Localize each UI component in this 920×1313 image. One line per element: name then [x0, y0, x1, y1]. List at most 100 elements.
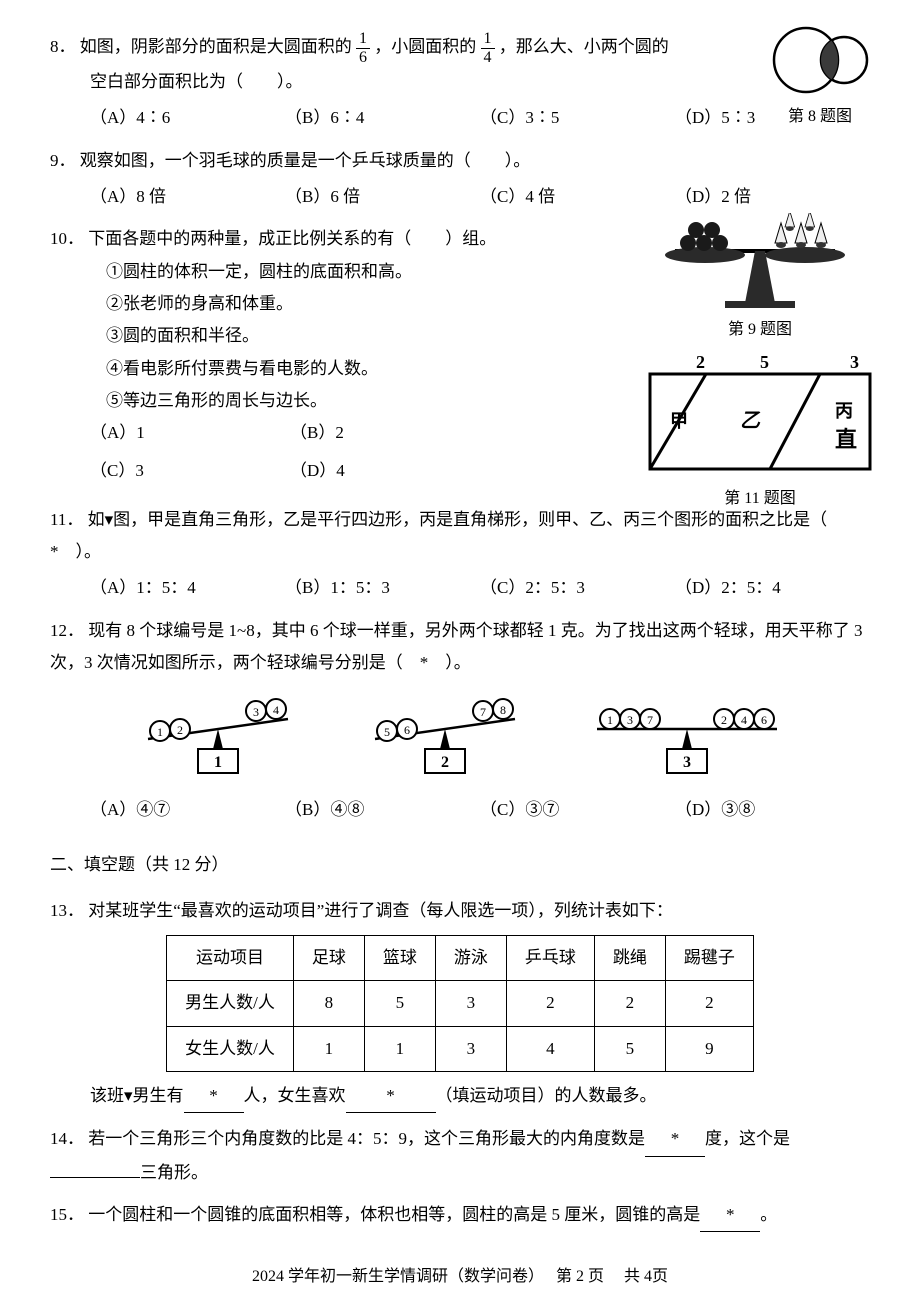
- scale-1-icon: 1 1 2 3 4: [128, 689, 318, 784]
- svg-text:1: 1: [607, 713, 613, 727]
- svg-text:2: 2: [441, 754, 449, 771]
- q9-opt-c: （C）4 倍: [480, 181, 675, 213]
- svg-text:6: 6: [404, 723, 410, 737]
- question-14: 14． 若一个三角形三个内角度数的比是 4：5：9，这个三角形最大的内角度数是*…: [50, 1123, 870, 1189]
- q9-caption: 第 9 题图: [640, 315, 880, 345]
- q14-text-a: 若一个三角形三个内角度数的比是 4：5：9，这个三角形最大的内角度数是: [88, 1129, 645, 1148]
- blank-boys[interactable]: *: [184, 1080, 244, 1113]
- q12-options: （A）④⑦ （B）④⑧ （C）③⑦ （D）③⑧: [50, 794, 870, 826]
- table-row-boys: 男生人数/人 8 5 3 2 2 2: [167, 981, 754, 1026]
- scale-2-icon: 2 5 6 7 8: [355, 689, 545, 784]
- svg-text:8: 8: [500, 703, 506, 717]
- svg-text:5: 5: [384, 725, 390, 739]
- q12-text: 现有 8 个球编号是 1~8，其中 6 个球一样重，另外两个球都轻 1 克。为了…: [50, 621, 862, 672]
- svg-text:2: 2: [721, 713, 727, 727]
- q13-table: 运动项目 足球 篮球 游泳 乒乓球 跳绳 踢毽子 男生人数/人 8 5 3 2 …: [166, 935, 754, 1072]
- q12-number: 12．: [50, 621, 84, 640]
- q10-opt-c: （C）3: [90, 455, 290, 487]
- svg-text:7: 7: [480, 705, 486, 719]
- th-football: 足球: [293, 936, 364, 981]
- scale-3-icon: 3 1 3 7 2 4 6: [582, 689, 792, 784]
- q11-opt-d: （D）2：5：4: [675, 572, 870, 604]
- blank-cone-height[interactable]: *: [700, 1199, 760, 1232]
- q11-shapes-icon: 2 5 3 甲 乙 丙 直: [640, 352, 880, 482]
- q11-opt-a: （A）1：5：4: [90, 572, 285, 604]
- q9-number: 9．: [50, 151, 76, 170]
- q10-item-3: ③圆的面积和半径。: [50, 320, 620, 352]
- svg-text:甲: 甲: [670, 411, 688, 431]
- q11-opt-c: （C）2：5：3: [480, 572, 675, 604]
- q12-scales: 1 1 2 3 4 2 5 6 7 8 3 1 3 7 2: [50, 679, 870, 790]
- question-10: 第 9 题图 2 5 3 甲 乙 丙 直 第 11 题图 10． 下面各题中的两…: [50, 223, 870, 493]
- q13-number: 13．: [50, 901, 84, 920]
- svg-text:1: 1: [214, 754, 222, 771]
- question-15: 15． 一个圆柱和一个圆锥的底面积相等，体积也相等，圆柱的高是 5 厘米，圆锥的…: [50, 1199, 870, 1232]
- q10-item-5: ⑤等边三角形的周长与边长。: [50, 385, 620, 417]
- blank-angle[interactable]: *: [645, 1123, 705, 1156]
- svg-text:直: 直: [835, 427, 857, 452]
- svg-text:1: 1: [157, 725, 163, 739]
- q15-text-b: 。: [760, 1205, 777, 1224]
- th-pingpong: 乒乓球: [506, 936, 594, 981]
- th-jianzi: 踢毽子: [665, 936, 753, 981]
- q15-text-a: 一个圆柱和一个圆锥的底面积相等，体积也相等，圆柱的高是 5 厘米，圆锥的高是: [88, 1205, 700, 1224]
- question-8: 第 8 题图 8． 如图，阴影部分的面积是大圆面积的 16 ，小圆面积的 14 …: [50, 30, 870, 135]
- question-12: 12． 现有 8 个球编号是 1~8，其中 6 个球一样重，另外两个球都轻 1 …: [50, 615, 870, 827]
- q15-number: 15．: [50, 1205, 84, 1224]
- question-11: 11． 如▾图，甲是直角三角形，乙是平行四边形，丙是直角梯形，则甲、乙、丙三个图…: [50, 504, 870, 605]
- q11-options: （A）1：5：4 （B）1：5：3 （C）2：5：3 （D）2：5：4: [50, 572, 870, 604]
- q9-opt-d: （D）2 倍: [675, 181, 870, 213]
- svg-text:3: 3: [683, 754, 691, 771]
- table-header-row: 运动项目 足球 篮球 游泳 乒乓球 跳绳 踢毽子: [167, 936, 754, 981]
- svg-text:丙: 丙: [835, 401, 853, 421]
- svg-text:2: 2: [177, 723, 183, 737]
- q9-options: （A）8 倍 （B）6 倍 （C）4 倍 （D）2 倍: [50, 181, 870, 213]
- q14-number: 14．: [50, 1129, 84, 1148]
- question-13: 13． 对某班学生“最喜欢的运动项目”进行了调查（每人限选一项），列统计表如下：…: [50, 895, 870, 1113]
- question-9: 9． 观察如图，一个羽毛球的质量是一个乒乓球质量的（ ）。 （A）8 倍 （B）…: [50, 145, 870, 214]
- q14-text-b: 度，这个是: [705, 1129, 790, 1148]
- q10-text: 下面各题中的两种量，成正比例关系的有（ ）组。: [88, 229, 496, 248]
- q11-number: 11．: [50, 510, 83, 529]
- svg-text:3: 3: [850, 352, 859, 372]
- q8-opt-a: （A）4∶6: [90, 102, 285, 134]
- fraction-1-6: 16: [356, 30, 370, 66]
- q10-options: （A）1 （B）2 （C）3 （D）4: [50, 417, 620, 494]
- th-sport: 运动项目: [167, 936, 294, 981]
- th-rope: 跳绳: [594, 936, 665, 981]
- q10-opt-b: （B）2: [290, 417, 490, 449]
- q12-opt-a: （A）④⑦: [90, 794, 285, 826]
- q10-opt-a: （A）1: [90, 417, 290, 449]
- blank-triangle-type[interactable]: [50, 1177, 140, 1178]
- q10-number: 10．: [50, 229, 84, 248]
- q9-opt-b: （B）6 倍: [285, 181, 480, 213]
- svg-text:6: 6: [761, 713, 767, 727]
- q8-opt-c: （C）3∶5: [480, 102, 675, 134]
- q8-text-b: ，小圆面积的: [374, 37, 480, 56]
- q9-opt-a: （A）8 倍: [90, 181, 285, 213]
- svg-text:4: 4: [273, 703, 279, 717]
- q8-text-c: ，那么大、小两个圆的: [499, 37, 669, 56]
- svg-text:7: 7: [647, 713, 653, 727]
- page-footer: 2024 学年初一新生学情调研（数学问卷） 第 2 页 共 4页: [50, 1262, 870, 1292]
- q10-item-2: ②张老师的身高和体重。: [50, 288, 620, 320]
- svg-text:3: 3: [627, 713, 633, 727]
- section-2-title: 二、填空题（共 12 分）: [50, 849, 870, 881]
- q10-item-1: ①圆柱的体积一定，圆柱的底面积和高。: [50, 256, 620, 288]
- q8-text-a: 如图，阴影部分的面积是大圆面积的: [80, 37, 356, 56]
- q14-text-c: 三角形。: [140, 1163, 208, 1182]
- q12-opt-d: （D）③⑧: [675, 794, 870, 826]
- q13-tail: 该班▾男生有*人，女生喜欢*（填运动项目）的人数最多。: [50, 1080, 870, 1113]
- q10-item-4: ④看电影所付票费与看电影的人数。: [50, 353, 620, 385]
- q12-opt-c: （C）③⑦: [480, 794, 675, 826]
- blank-sport[interactable]: *: [346, 1080, 436, 1113]
- q12-opt-b: （B）④⑧: [285, 794, 480, 826]
- svg-text:2: 2: [696, 352, 705, 372]
- fraction-1-4: 14: [481, 30, 495, 66]
- q11-opt-b: （B）1：5：3: [285, 572, 480, 604]
- q8-opt-b: （B）6∶4: [285, 102, 480, 134]
- q8-number: 8．: [50, 37, 76, 56]
- th-basketball: 篮球: [364, 936, 435, 981]
- two-circles-icon: [760, 20, 880, 100]
- q11-text: 如▾图，甲是直角三角形，乙是平行四边形，丙是直角梯形，则甲、乙、丙三个图形的面积…: [50, 510, 844, 561]
